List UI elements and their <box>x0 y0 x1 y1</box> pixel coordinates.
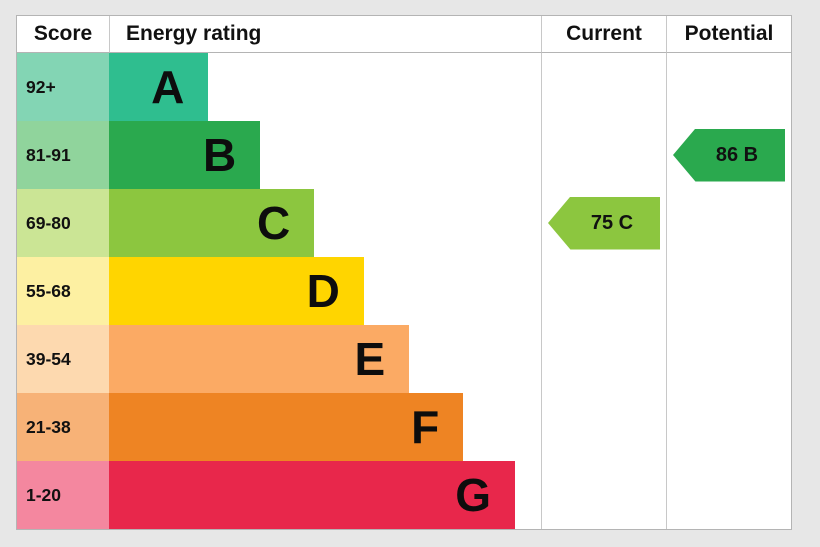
score-cell-b: 81-91 <box>17 121 109 189</box>
potential-cell-e <box>666 325 791 393</box>
rating-cell-a: A <box>109 53 541 121</box>
rating-letter-f: F <box>411 401 440 453</box>
header-energy-rating: Energy rating <box>109 16 541 53</box>
score-cell-d: 55-68 <box>17 257 109 325</box>
header-score: Score <box>17 16 109 53</box>
current-cell-d <box>541 257 666 325</box>
current-cell-g <box>541 461 666 529</box>
rating-bar-f: F <box>109 393 464 461</box>
score-label-b: 81-91 <box>26 144 71 165</box>
rating-bar-c: C <box>109 189 315 257</box>
potential-cell-d <box>666 257 791 325</box>
rating-bar-b: B <box>109 121 261 189</box>
header-potential: Potential <box>666 16 791 53</box>
current-cell-e <box>541 325 666 393</box>
rating-letter-g: G <box>455 469 492 521</box>
rating-bar-a: A <box>109 53 209 121</box>
potential-cell-f <box>666 393 791 461</box>
rating-bar-e: E <box>109 325 410 393</box>
score-label-e: 39-54 <box>26 348 71 369</box>
score-label-f: 21-38 <box>26 416 71 437</box>
rating-letter-a: A <box>151 61 185 113</box>
score-cell-c: 69-80 <box>17 189 109 257</box>
potential-cell-a <box>666 53 791 121</box>
epc-chart-grid: Score Energy rating Current Potential 92… <box>16 15 792 530</box>
potential-cell-g <box>666 461 791 529</box>
header-current: Current <box>541 16 666 53</box>
rating-cell-c: C <box>109 189 541 257</box>
current-cell-f <box>541 393 666 461</box>
rating-cell-e: E <box>109 325 541 393</box>
rating-cell-g: G <box>109 461 541 529</box>
rating-cell-f: F <box>109 393 541 461</box>
current-arrow: 75 C <box>548 196 660 250</box>
current-cell-b <box>541 121 666 189</box>
score-label-d: 55-68 <box>26 280 71 301</box>
score-label-c: 69-80 <box>26 212 71 233</box>
rating-cell-b: B <box>109 121 541 189</box>
rating-letter-c: C <box>256 197 291 249</box>
score-label-g: 1-20 <box>26 484 62 505</box>
rating-cell-d: D <box>109 257 541 325</box>
score-cell-g: 1-20 <box>17 461 109 529</box>
current-cell-c: 75 C <box>541 189 666 257</box>
potential-cell-b: 86 B <box>666 121 791 189</box>
rating-letter-d: D <box>306 265 340 317</box>
rating-bar-g: G <box>109 461 516 529</box>
score-cell-f: 21-38 <box>17 393 109 461</box>
rating-letter-b: B <box>202 129 237 181</box>
potential-arrow: 86 B <box>673 128 785 182</box>
score-label-a: 92+ <box>26 76 56 97</box>
score-cell-a: 92+ <box>17 53 109 121</box>
score-cell-e: 39-54 <box>17 325 109 393</box>
current-cell-a <box>541 53 666 121</box>
rating-bar-d: D <box>109 257 364 325</box>
rating-letter-e: E <box>354 333 386 385</box>
potential-cell-c <box>666 189 791 257</box>
